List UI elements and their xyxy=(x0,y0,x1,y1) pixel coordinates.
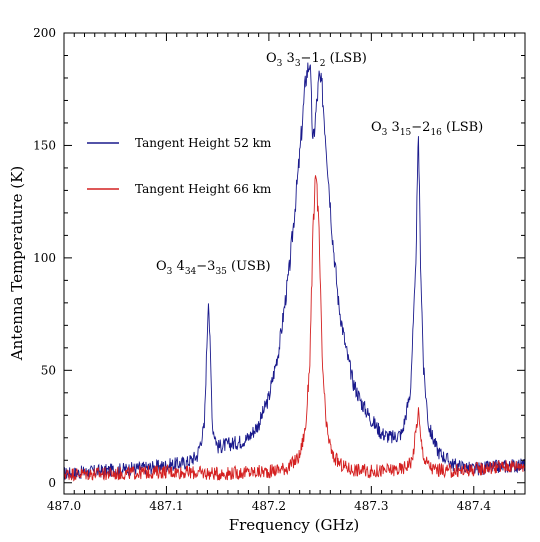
y-tick-label: 150 xyxy=(33,138,56,152)
legend: Tangent Height 52 km Tangent Height 66 k… xyxy=(87,136,272,196)
plot-frame xyxy=(63,32,526,495)
annotation-o3-3-3-1-2-lsb: O3 33−12 (LSB) xyxy=(266,51,367,69)
y-tick-label: 50 xyxy=(41,363,56,377)
x-tick-label: 487.3 xyxy=(354,499,388,513)
series-line-52km xyxy=(63,62,526,480)
legend-label-52km: Tangent Height 52 km xyxy=(135,136,272,150)
y-axis-title: Antenna Temperature (K) xyxy=(8,166,26,361)
x-tick-label: 487.2 xyxy=(252,499,286,513)
annotation-o3-3-15-2-16-lsb: O3 315−216 (LSB) xyxy=(371,120,483,138)
series-line-66km xyxy=(63,175,526,482)
x-axis-title: Frequency (GHz) xyxy=(229,516,360,534)
legend-label-66km: Tangent Height 66 km xyxy=(135,182,272,196)
y-tick-label: 200 xyxy=(33,26,56,40)
axis-ticks: 487.0 487.1 487.2 487.3 487.4 0 50 100 150 200 xyxy=(33,26,526,513)
plot-area xyxy=(63,62,526,482)
x-tick-label: 487.0 xyxy=(47,499,81,513)
x-tick-label: 487.1 xyxy=(149,499,183,513)
annotation-o3-4-34-3-35-usb: O3 434−335 (USB) xyxy=(156,259,271,277)
y-tick-label: 0 xyxy=(48,476,56,490)
y-tick-label: 100 xyxy=(33,251,56,265)
x-tick-label: 487.4 xyxy=(457,499,492,513)
